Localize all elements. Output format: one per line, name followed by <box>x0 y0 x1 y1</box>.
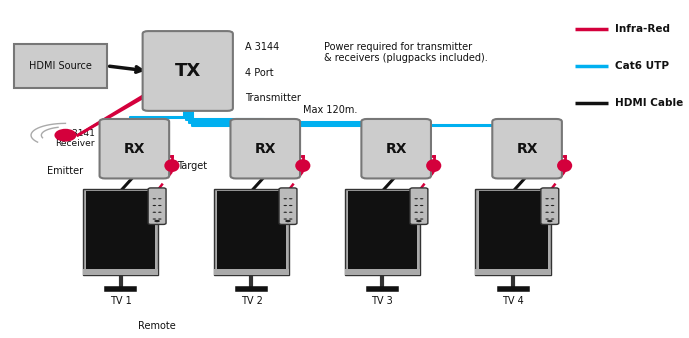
Text: Cat6 UTP: Cat6 UTP <box>615 61 669 71</box>
Ellipse shape <box>416 220 422 222</box>
Text: Infra-Red: Infra-Red <box>615 24 670 34</box>
Ellipse shape <box>551 212 555 213</box>
FancyBboxPatch shape <box>143 31 233 111</box>
Ellipse shape <box>152 218 156 220</box>
Ellipse shape <box>283 212 287 213</box>
Ellipse shape <box>551 198 555 199</box>
Ellipse shape <box>152 212 156 213</box>
Ellipse shape <box>158 212 162 213</box>
Ellipse shape <box>295 159 310 172</box>
Text: 4 Port: 4 Port <box>245 68 274 78</box>
FancyBboxPatch shape <box>83 269 158 275</box>
Text: A 3141
Receiver: A 3141 Receiver <box>55 129 95 148</box>
Ellipse shape <box>420 198 424 199</box>
FancyBboxPatch shape <box>83 189 158 275</box>
Text: Remote: Remote <box>138 321 176 331</box>
FancyBboxPatch shape <box>348 191 417 274</box>
FancyBboxPatch shape <box>148 188 166 224</box>
Text: RX: RX <box>385 142 407 156</box>
Ellipse shape <box>54 129 76 142</box>
Ellipse shape <box>158 205 162 206</box>
Text: TV 1: TV 1 <box>110 296 132 306</box>
Ellipse shape <box>152 205 156 206</box>
Text: HDMI Cable: HDMI Cable <box>615 98 683 108</box>
Ellipse shape <box>154 220 160 222</box>
Ellipse shape <box>551 218 555 220</box>
FancyBboxPatch shape <box>492 119 562 178</box>
Ellipse shape <box>289 198 293 199</box>
FancyBboxPatch shape <box>14 44 107 88</box>
Ellipse shape <box>283 218 287 220</box>
Text: TV 2: TV 2 <box>240 296 263 306</box>
FancyBboxPatch shape <box>344 269 420 275</box>
Ellipse shape <box>289 205 293 206</box>
FancyBboxPatch shape <box>217 191 286 274</box>
FancyBboxPatch shape <box>230 119 300 178</box>
Ellipse shape <box>414 205 418 206</box>
Text: HDMI Source: HDMI Source <box>29 61 92 71</box>
Text: Transmitter: Transmitter <box>245 93 300 103</box>
Ellipse shape <box>545 218 549 220</box>
Ellipse shape <box>289 212 293 213</box>
Ellipse shape <box>420 212 424 213</box>
Ellipse shape <box>158 198 162 199</box>
Text: TV 3: TV 3 <box>371 296 393 306</box>
FancyBboxPatch shape <box>361 119 431 178</box>
Ellipse shape <box>547 220 553 222</box>
Text: RX: RX <box>123 142 145 156</box>
Text: Target: Target <box>178 161 207 171</box>
Ellipse shape <box>289 218 293 220</box>
FancyBboxPatch shape <box>344 189 420 275</box>
Ellipse shape <box>545 198 549 199</box>
Ellipse shape <box>414 198 418 199</box>
Ellipse shape <box>285 220 291 222</box>
Ellipse shape <box>557 159 572 172</box>
Text: Power required for transmitter
& receivers (plugpacks included).: Power required for transmitter & receive… <box>324 42 488 63</box>
Ellipse shape <box>426 159 441 172</box>
Ellipse shape <box>158 218 162 220</box>
FancyBboxPatch shape <box>214 189 289 275</box>
FancyBboxPatch shape <box>86 191 155 274</box>
Ellipse shape <box>283 205 287 206</box>
Text: RX: RX <box>516 142 538 156</box>
FancyBboxPatch shape <box>214 269 289 275</box>
FancyBboxPatch shape <box>475 189 551 275</box>
Ellipse shape <box>545 205 549 206</box>
Ellipse shape <box>414 212 418 213</box>
Text: Max 120m.: Max 120m. <box>303 105 358 115</box>
Ellipse shape <box>545 212 549 213</box>
FancyBboxPatch shape <box>475 269 551 275</box>
FancyBboxPatch shape <box>479 191 548 274</box>
Ellipse shape <box>152 198 156 199</box>
Ellipse shape <box>420 205 424 206</box>
Text: TV 4: TV 4 <box>502 296 524 306</box>
Text: Emitter: Emitter <box>48 166 83 176</box>
Ellipse shape <box>551 205 555 206</box>
Ellipse shape <box>420 218 424 220</box>
FancyBboxPatch shape <box>410 188 428 224</box>
Text: A 3144: A 3144 <box>245 42 279 52</box>
Text: TX: TX <box>174 62 201 80</box>
Ellipse shape <box>165 159 179 172</box>
FancyBboxPatch shape <box>541 188 559 224</box>
Text: RX: RX <box>254 142 276 156</box>
FancyBboxPatch shape <box>99 119 169 178</box>
Ellipse shape <box>283 198 287 199</box>
FancyBboxPatch shape <box>279 188 297 224</box>
Ellipse shape <box>414 218 418 220</box>
